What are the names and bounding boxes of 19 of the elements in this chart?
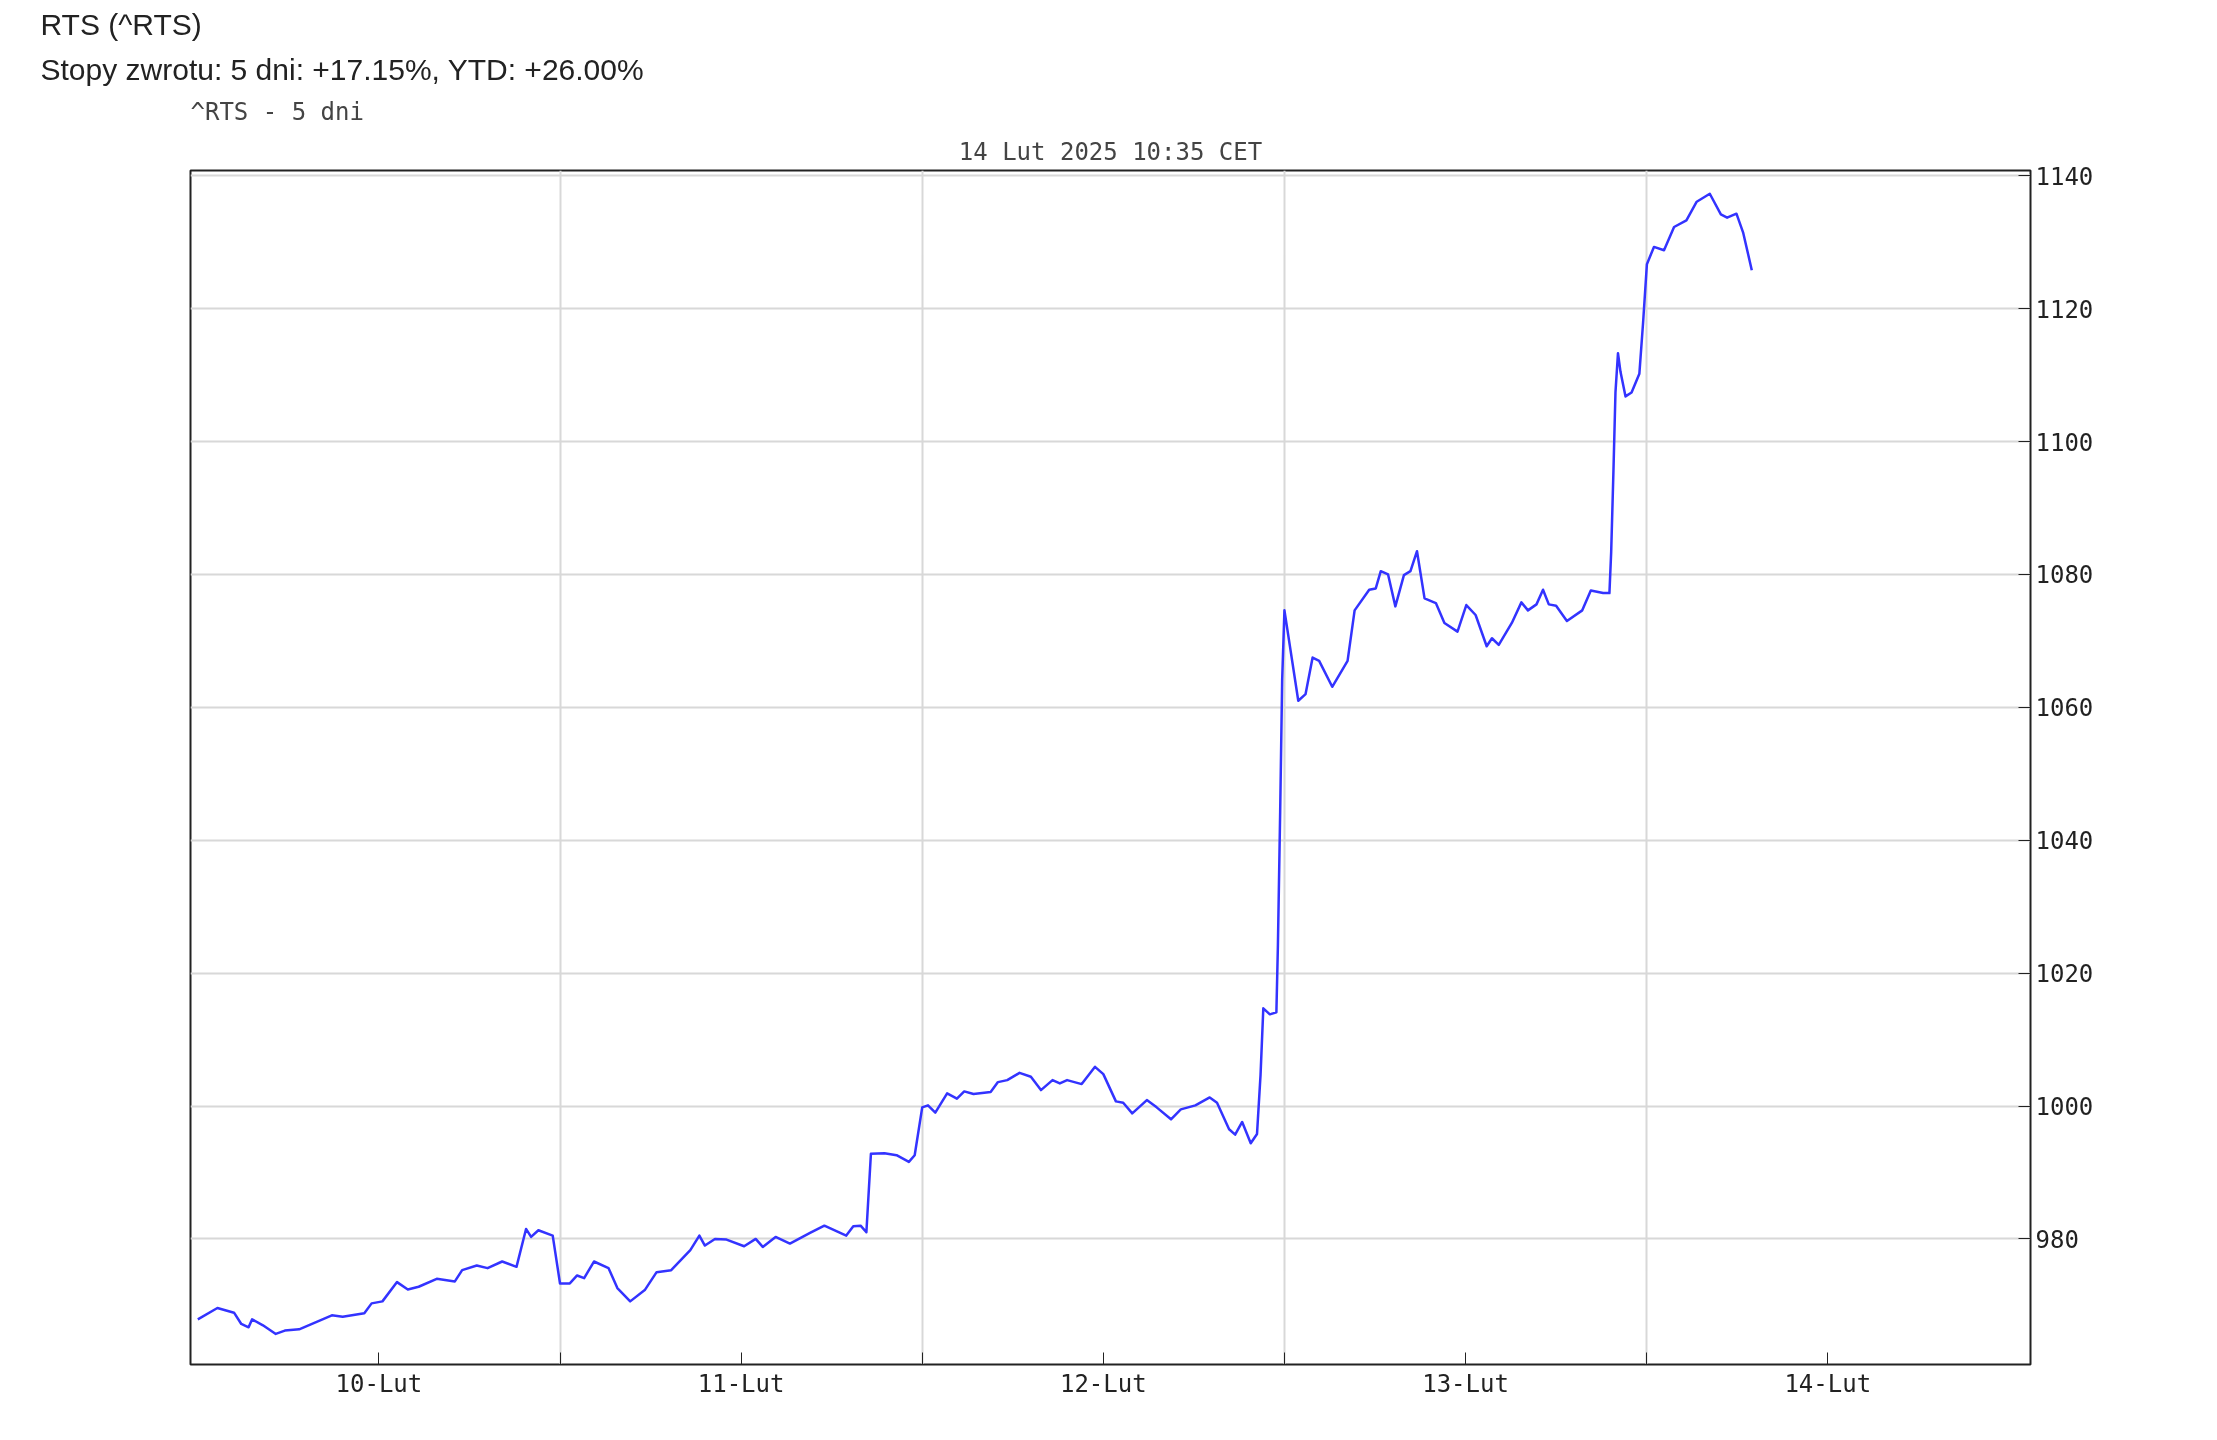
y-tick-label: 1080 bbox=[2035, 561, 2094, 590]
x-tick-label: 12-Lut bbox=[1059, 1369, 1147, 1398]
y-tick-label: 1020 bbox=[2035, 960, 2094, 989]
chart-subtitle: 14 Lut 2025 10:35 CET bbox=[958, 137, 1263, 166]
y-tick-label: 1040 bbox=[2035, 827, 2094, 856]
x-tick-label: 14-Lut bbox=[1784, 1369, 1872, 1398]
x-tick-label: 10-Lut bbox=[335, 1369, 423, 1398]
y-tick-label: 1060 bbox=[2035, 694, 2094, 723]
y-tick-label: 1100 bbox=[2035, 428, 2094, 457]
y-tick-label: 1140 bbox=[2035, 162, 2094, 191]
chart-title: ^RTS - 5 dni bbox=[190, 97, 364, 126]
line-series bbox=[196, 192, 1754, 1336]
y-tick-label: 1120 bbox=[2035, 295, 2094, 324]
text: Stopy zwrotu: 5 dni: +17.15%, YTD: +26.00% bbox=[40, 52, 644, 86]
x-tick-label: 11-Lut bbox=[697, 1369, 785, 1398]
x-tick-label: 13-Lut bbox=[1422, 1369, 1509, 1398]
y-tick-label: 980 bbox=[2035, 1225, 2079, 1254]
text: RTS (^RTS) bbox=[40, 7, 202, 41]
y-tick-label: 1000 bbox=[2035, 1093, 2094, 1122]
